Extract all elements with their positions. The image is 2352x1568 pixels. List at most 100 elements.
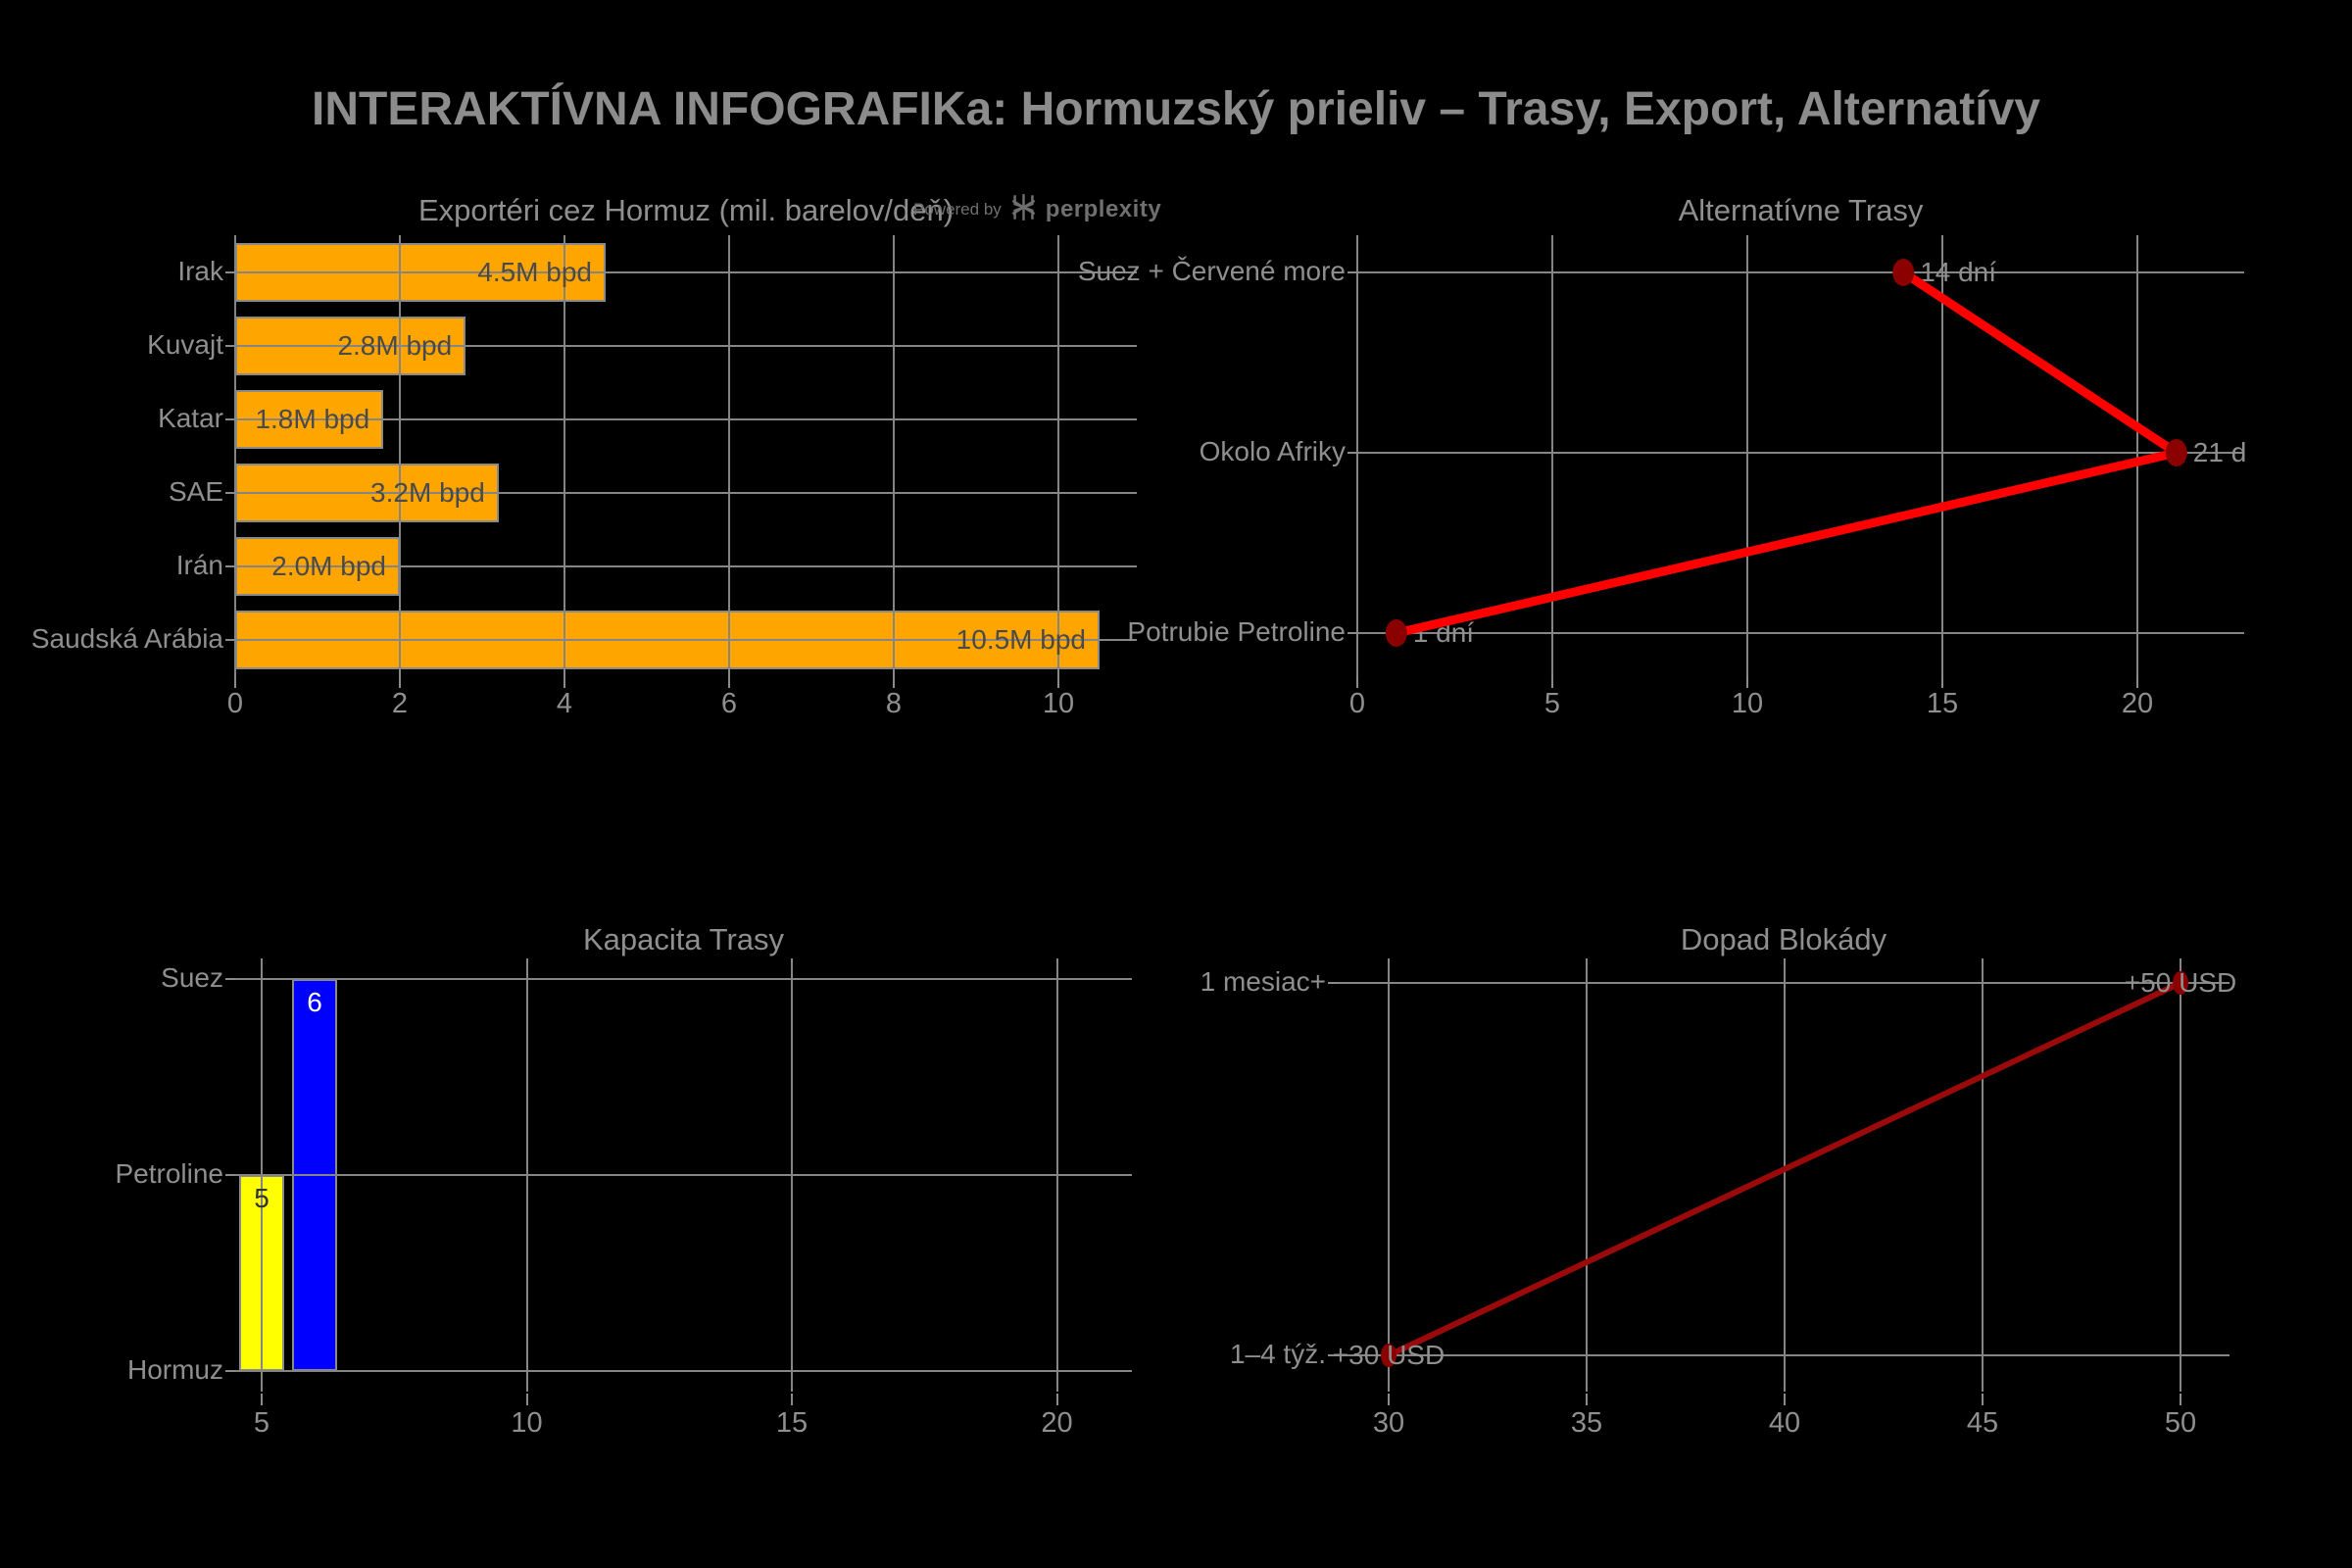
bar-value-label: 10.5M bpd	[956, 623, 1086, 655]
gridline-vertical	[1941, 235, 1943, 676]
point-label: 21 d	[2192, 437, 2247, 467]
gridline-vertical	[1586, 958, 1588, 1392]
gridline-horizontal	[235, 344, 1137, 347]
bar-value-label: 2.0M bpd	[271, 550, 386, 581]
gridline-vertical	[2180, 958, 2181, 1392]
x-tickmark	[1982, 1394, 1984, 1405]
y-tickmark	[225, 270, 235, 273]
x-tick-label: 10	[1731, 688, 1764, 719]
bar-value-label: 5	[254, 1183, 270, 1213]
x-tickmark	[234, 676, 236, 688]
x-tickmark	[2180, 1394, 2181, 1405]
x-tickmark	[1784, 1394, 1786, 1405]
x-tickmark	[1746, 676, 1748, 688]
watermark-brand: perplexity	[1045, 196, 1162, 222]
x-tick-label: 8	[885, 688, 903, 719]
y-tickmark	[225, 564, 235, 567]
chart-title-blockade-impact: Dopad Blokády	[1680, 922, 1887, 956]
x-tick-label: 15	[1926, 688, 1959, 719]
bar-value-label: 3.2M bpd	[370, 476, 485, 508]
x-tick-label: 0	[226, 688, 244, 719]
x-tickmark	[893, 676, 895, 688]
gridline-vertical	[893, 235, 895, 676]
gridline-horizontal	[1357, 271, 2244, 273]
y-tickmark	[225, 1174, 235, 1176]
category-label: Potrubie Petroline	[1127, 616, 1346, 647]
bar-value-label: 1.8M bpd	[255, 403, 370, 434]
category-label: SAE	[168, 475, 223, 507]
category-label: Saudská Arábia	[30, 622, 223, 654]
category-label: 1 mesiac+	[1200, 966, 1326, 997]
gridline-horizontal	[235, 638, 1137, 641]
gridline-horizontal	[1357, 452, 2244, 454]
x-tickmark	[1388, 1394, 1390, 1405]
x-tick-label: 2	[391, 688, 409, 719]
y-tickmark	[225, 344, 235, 347]
y-tickmark	[1328, 1354, 1338, 1356]
x-tickmark	[525, 1394, 528, 1405]
x-tick-label: 4	[556, 688, 573, 719]
x-tickmark	[2136, 676, 2138, 688]
x-tickmark	[399, 676, 401, 688]
bar-value-label: 2.8M bpd	[337, 329, 453, 361]
gridline-horizontal	[235, 417, 1137, 420]
gridline-horizontal	[235, 491, 1137, 494]
x-tickmark	[1057, 676, 1059, 688]
y-tickmark	[1348, 452, 1357, 454]
x-tick-label: 30	[1372, 1407, 1405, 1439]
x-tick-label: 10	[511, 1407, 543, 1439]
x-tickmark	[1551, 676, 1553, 688]
gridline-horizontal	[235, 270, 1137, 273]
x-tickmark	[791, 1394, 793, 1405]
x-tick-label: 5	[1544, 688, 1561, 719]
powered-by-watermark: Powered by perplexity	[913, 193, 1161, 226]
x-tickmark	[564, 676, 565, 688]
category-label: Hormuz	[126, 1354, 223, 1385]
page-title: INTERAKTÍVNA INFOGRAFIKa: Hormuzský prie…	[312, 83, 2040, 135]
gridline-horizontal	[235, 564, 1137, 567]
chart-title-route-capacity: Kapacita Trasy	[582, 922, 785, 956]
gridline-vertical	[399, 235, 401, 676]
chart-title-alternative-routes: Alternatívne Trasy	[1678, 193, 1924, 227]
gridline-vertical	[1746, 235, 1748, 676]
x-tick-label: 6	[720, 688, 738, 719]
gridline-horizontal	[1357, 632, 2244, 634]
x-tick-label: 15	[775, 1407, 808, 1439]
gridline-vertical	[1057, 235, 1059, 676]
point-label: +50 USD	[2124, 967, 2237, 998]
x-tick-label: 20	[2121, 688, 2154, 719]
y-tickmark	[225, 417, 235, 420]
x-tickmark	[261, 1394, 263, 1405]
y-tickmark	[1328, 982, 1338, 984]
category-label: Suez	[161, 962, 223, 993]
x-tickmark	[1586, 1394, 1588, 1405]
x-tickmark	[1356, 676, 1358, 688]
y-tickmark	[225, 978, 235, 980]
x-tick-label: 10	[1042, 688, 1075, 719]
y-tickmark	[1348, 632, 1357, 634]
point-label: +30 USD	[1332, 1340, 1446, 1370]
x-tick-label: 20	[1041, 1407, 1073, 1439]
gridline-vertical	[2136, 235, 2138, 676]
y-tickmark	[225, 491, 235, 494]
x-tick-label: 35	[1570, 1407, 1603, 1439]
category-label: Petroline	[115, 1158, 223, 1189]
gridline-horizontal	[235, 1174, 1132, 1176]
gridline-vertical	[564, 235, 565, 676]
x-tickmark	[728, 676, 730, 688]
category-label: 1–4 týž.	[1229, 1339, 1326, 1369]
bar-value-label: 4.5M bpd	[477, 256, 592, 287]
x-tick-label: 5	[253, 1407, 270, 1439]
x-tick-label: 50	[2164, 1407, 2197, 1439]
x-tick-label: 45	[1966, 1407, 1999, 1439]
category-label: Okolo Afriky	[1199, 436, 1346, 466]
gridline-horizontal	[235, 978, 1132, 980]
x-tick-label: 40	[1768, 1407, 1801, 1439]
point-label: 1 dní	[1412, 617, 1475, 648]
gridline-vertical	[1784, 958, 1786, 1392]
perplexity-logo-icon	[1010, 193, 1037, 226]
gridline-vertical	[728, 235, 730, 676]
x-tickmark	[1055, 1394, 1058, 1405]
